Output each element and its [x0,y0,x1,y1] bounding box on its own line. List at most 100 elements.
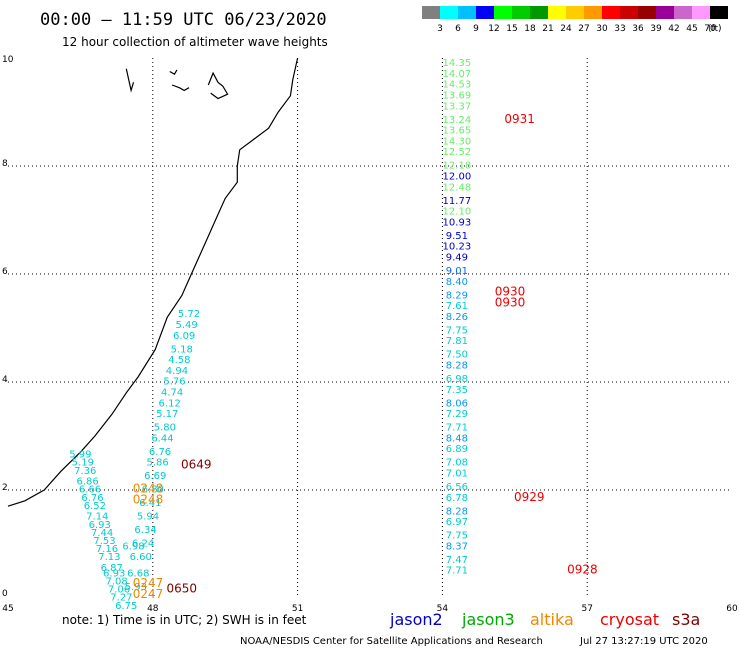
wave-height-value: 6.52 [84,501,106,512]
wave-height-value: 7.29 [446,409,468,420]
wave-height-value: 14.07 [443,69,472,80]
color-swatch [656,6,674,19]
wave-height-value: 11.77 [443,196,472,207]
island-outline [125,68,135,93]
wave-height-value: 5.49 [175,320,197,331]
wave-height-value: 12.48 [443,182,472,193]
wave-height-value: 6.68 [127,568,149,579]
y-tick-label: 8 [2,159,8,169]
longitude-ticks: 45 48 51 54 57 60 [2,604,738,614]
wave-height-value: 9.51 [446,231,468,242]
color-swatch [512,6,530,19]
wave-height-value: 6.98 [122,541,144,552]
pass-time-label: 0247 [133,576,164,590]
wave-height-value: 7.16 [96,544,118,555]
latitude-ticks: 0 2 4 6 8 10 [2,55,14,599]
color-swatch [584,6,602,19]
wave-height-value: 7.44 [91,528,113,539]
pass-time-label: 0930 [495,285,526,299]
color-swatch [620,6,638,19]
x-tick-label: 45 [2,604,13,614]
wave-height-value: 6.80 [142,485,164,496]
wave-height-value: 7.61 [446,301,468,312]
island-outline [207,71,229,100]
pass-time-label: 0928 [567,563,598,577]
wave-height-value: 5.19 [72,458,94,469]
wave-height-value: 12.52 [443,147,472,158]
wave-height-value: 8.28 [446,361,468,372]
wave-height-value: 5.76 [163,377,185,388]
map-title: 00:00 – 11:59 UTC 06/23/2020 [40,10,327,30]
color-scale-label: 36 [632,24,644,34]
color-swatch [422,6,440,19]
wave-height-value: 7.35 [446,385,468,396]
wave-height-value: 6.93 [89,520,111,531]
wave-height-value: 7.08 [105,577,127,588]
wave-height-value: 9.01 [446,266,468,277]
wave-height-value: 7.08 [446,458,468,469]
coastline [7,57,299,507]
wave-height-value: 6.34 [134,525,156,536]
x-tick-label: 51 [292,604,303,614]
wave-height-value: 7.13 [98,552,120,563]
wave-height-value: 5.94 [137,512,159,523]
legend-item-cryosat: cryosat [600,610,659,629]
x-tick-label: 57 [581,604,592,614]
wave-height-value: 12.00 [443,172,472,183]
legend-item-jason2: jason2 [389,610,443,629]
wave-height-value: 4.94 [166,366,188,377]
pass-time-label: 0650 [166,582,197,596]
wave-height-value: 7.71 [446,423,468,434]
wave-height-value: 7.71 [446,566,468,577]
map-subtitle: 12 hour collection of altimeter wave hei… [62,35,328,49]
color-swatch [458,6,476,19]
wave-height-value: 7.75 [446,531,468,542]
timestamp: Jul 27 13:27:19 UTC 2020 [579,636,708,647]
pass-time-label: 0929 [514,490,545,504]
wave-height-value: 6.76 [149,447,171,458]
legend-item-s3a: s3a [672,610,700,629]
wave-height-value: 6.69 [144,471,166,482]
footnote: note: 1) Time is in UTC; 2) SWH is in fe… [62,613,307,627]
y-tick-label: 2 [2,483,8,493]
wave-height-value: 8.28 [446,506,468,517]
wave-height-value: 6.60 [130,552,152,563]
wave-height-value: 6.97 [446,517,468,528]
color-scale-legend: 3 6 9 12 15 18 21 24 27 30 33 36 39 42 45 70 [422,6,728,34]
color-scale-unit: (ft) [708,24,722,34]
wave-height-value: 7.14 [86,512,108,523]
pass-time-label: 0931 [504,112,535,126]
wave-height-value: 7.27 [110,593,132,604]
wave-height-value: 6.78 [446,493,468,504]
wave-height-value: 12.10 [443,207,472,218]
wave-height-value: 6.75 [115,601,137,612]
x-tick-label: 48 [147,604,159,614]
wave-height-value: 6.87 [101,563,123,574]
color-scale-label: 33 [614,24,625,34]
wave-height-value: 6.76 [81,493,103,504]
color-swatch [494,6,512,19]
x-tick-label: 60 [726,604,738,614]
color-scale-label: 9 [473,24,479,34]
y-tick-label: 6 [2,267,8,277]
pass-time-label: 0248 [133,493,164,507]
wave-height-value: 14.30 [443,136,472,147]
wave-height-value: 5.99 [69,450,91,461]
wave-height-value: 4.74 [161,388,183,399]
y-tick-label: 4 [2,375,8,385]
wave-height-value: 7.53 [93,536,115,547]
wave-height-value: 10.23 [443,242,472,253]
pass-time-label: 0649 [181,457,212,471]
wave-height-value: 6.12 [159,398,181,409]
wave-height-value: 8.40 [446,277,468,288]
wave-height-value: 6.24 [132,539,154,550]
coastline-path [7,57,299,507]
wave-height-value: 6.41 [139,498,161,509]
color-swatch [710,6,728,19]
wave-height-value: 13.69 [443,91,472,102]
color-scale-label: 42 [668,24,679,34]
wave-height-value: 5.72 [178,309,200,320]
color-scale-label: 27 [578,24,589,34]
